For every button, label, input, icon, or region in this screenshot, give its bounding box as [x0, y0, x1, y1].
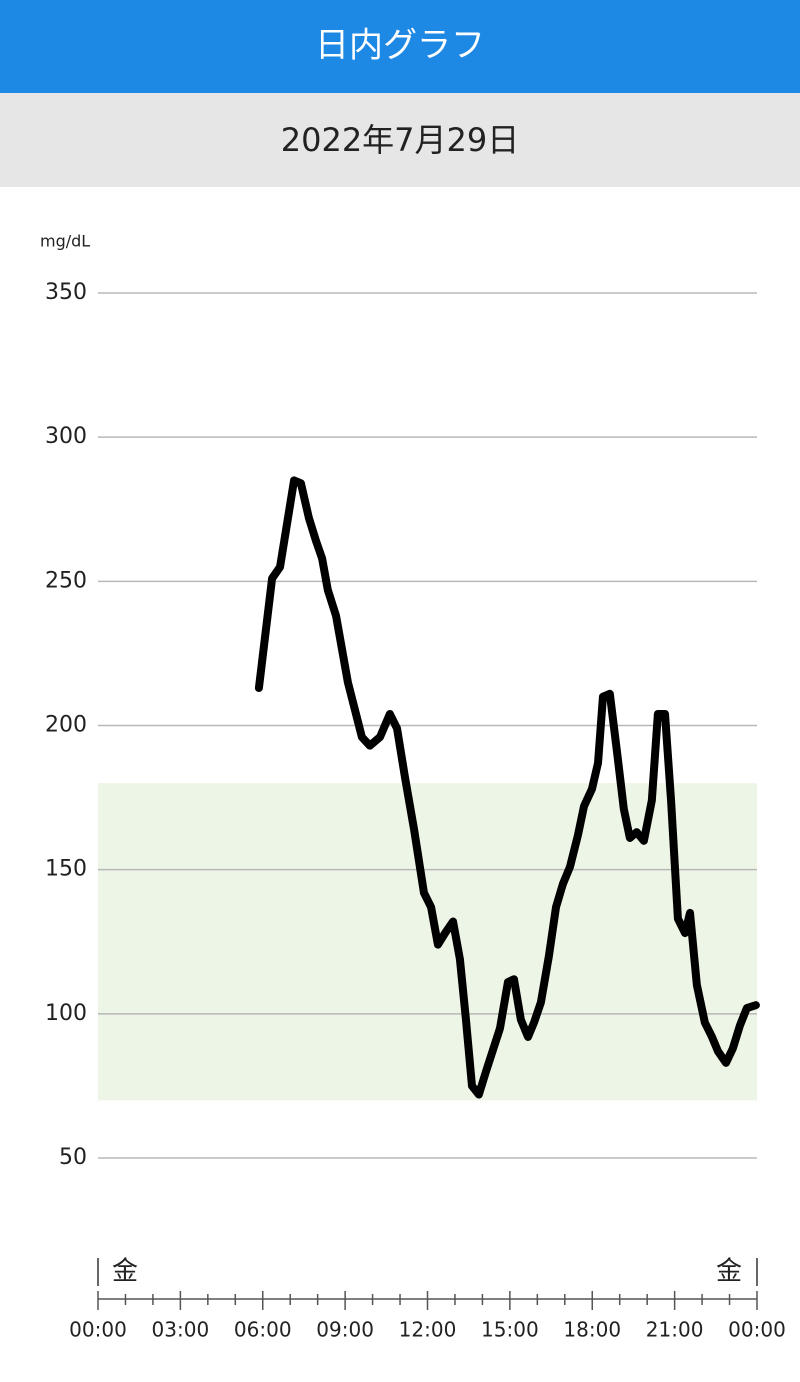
y-tick-label: 150	[45, 857, 87, 882]
x-tick-label: 09:00	[316, 1318, 374, 1342]
x-tick-label: 03:00	[152, 1318, 210, 1342]
x-tick-label: 06:00	[234, 1318, 292, 1342]
y-tick-label: 50	[59, 1145, 87, 1170]
y-tick-label: 100	[45, 1001, 87, 1026]
y-tick-label: 200	[45, 713, 87, 738]
day-label: 金	[112, 1257, 138, 1287]
day-label: 金	[716, 1257, 742, 1287]
app-bar	[0, 0, 800, 93]
target-range	[98, 783, 757, 1101]
x-tick-label: 15:00	[481, 1318, 539, 1342]
glucose-line	[254, 476, 760, 1099]
x-tick-label: 21:00	[646, 1318, 704, 1342]
date-label: 2022年7月29日	[281, 121, 520, 159]
x-tick-label: 00:00	[728, 1318, 786, 1342]
date-bar	[0, 93, 800, 187]
y-tick-label: 250	[45, 568, 87, 593]
x-tick-label: 18:00	[563, 1318, 621, 1342]
y-axis-label: mg/dL	[40, 232, 90, 251]
y-tick-label: 350	[45, 280, 87, 305]
y-tick-label: 300	[45, 424, 87, 449]
app-title: 日内グラフ	[315, 26, 485, 66]
x-tick-label: 00:00	[69, 1318, 127, 1342]
x-tick-label: 12:00	[399, 1318, 457, 1342]
